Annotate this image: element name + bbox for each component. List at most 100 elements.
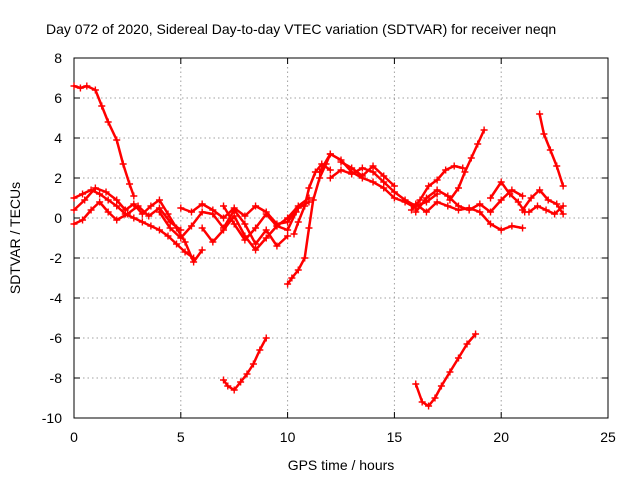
- data-point: [147, 202, 155, 210]
- data-point: [487, 220, 495, 228]
- data-point: [284, 280, 292, 288]
- data-point: [431, 394, 439, 402]
- data-point: [305, 224, 313, 232]
- data-point: [164, 232, 172, 240]
- data-point: [83, 82, 91, 90]
- data-point: [461, 168, 469, 176]
- data-point: [76, 84, 84, 92]
- data-point: [487, 208, 495, 216]
- data-point: [380, 172, 388, 180]
- data-point: [155, 226, 163, 234]
- data-point: [316, 168, 324, 176]
- data-point: [262, 210, 270, 218]
- data-point: [123, 210, 131, 218]
- y-tick-label: -2: [50, 250, 63, 266]
- series-track-14: [220, 334, 270, 394]
- data-point: [401, 196, 409, 204]
- data-point: [369, 162, 377, 170]
- series-track-16: [407, 162, 467, 214]
- series-track-15: [412, 330, 480, 410]
- data-point: [527, 194, 535, 202]
- y-tick-label: -10: [42, 410, 62, 426]
- data-point: [284, 232, 292, 240]
- data-point: [230, 204, 238, 212]
- data-point: [472, 330, 480, 338]
- data-point: [177, 234, 185, 242]
- x-tick-label: 20: [493, 429, 509, 445]
- data-point: [559, 210, 567, 218]
- data-point: [138, 210, 146, 218]
- x-tick-label: 25: [600, 429, 616, 445]
- x-tick-label: 10: [280, 429, 296, 445]
- series-line: [448, 128, 486, 202]
- data-point: [358, 164, 366, 172]
- x-tick-label: 0: [70, 429, 78, 445]
- data-point: [337, 158, 345, 166]
- data-point: [412, 200, 420, 208]
- y-tick-label: -8: [50, 370, 63, 386]
- data-point: [540, 130, 548, 138]
- series-track-07: [198, 208, 300, 254]
- data-point: [130, 192, 138, 200]
- x-axis-label: GPS time / hours: [288, 457, 395, 473]
- series-track-21: [536, 110, 567, 190]
- data-point: [422, 194, 430, 202]
- data-point: [442, 166, 450, 174]
- data-point: [551, 210, 559, 218]
- y-axis-label: SDTVAR / TECUs: [7, 182, 23, 294]
- data-point: [252, 246, 260, 254]
- data-point: [476, 208, 484, 216]
- data-point: [294, 202, 302, 210]
- data-point: [273, 242, 281, 250]
- data-point: [177, 204, 185, 212]
- data-point: [262, 234, 270, 242]
- data-point: [446, 368, 454, 376]
- data-point: [198, 200, 206, 208]
- data-point: [407, 206, 415, 214]
- series-track-01: [70, 82, 138, 200]
- data-point: [309, 196, 317, 204]
- y-tick-labels: 8 6 4 2 0 -2 -4 -6 -8 -10: [42, 50, 62, 426]
- series-line: [222, 336, 268, 392]
- data-point: [102, 188, 110, 196]
- data-point: [126, 180, 134, 188]
- data-point: [454, 184, 462, 192]
- data-point: [113, 196, 121, 204]
- data-point: [519, 224, 527, 232]
- y-tick-label: -4: [50, 290, 63, 306]
- data-point: [70, 206, 78, 214]
- data-point: [273, 222, 281, 230]
- data-point: [474, 140, 482, 148]
- data-point: [262, 226, 270, 234]
- data-point: [337, 166, 345, 174]
- gridlines: [74, 58, 608, 418]
- y-tick-label: 0: [54, 210, 62, 226]
- data-point: [166, 224, 174, 232]
- series-track-19: [412, 198, 527, 234]
- data-point: [164, 210, 172, 218]
- data-point: [187, 208, 195, 216]
- data-point: [220, 376, 228, 384]
- data-point: [553, 162, 561, 170]
- series-track-22: [519, 186, 567, 218]
- data-point: [519, 206, 527, 214]
- data-point: [249, 360, 257, 368]
- data-point: [252, 224, 260, 232]
- data-point: [487, 194, 495, 202]
- data-point: [390, 194, 398, 202]
- data-point: [454, 354, 462, 362]
- data-point: [70, 194, 78, 202]
- data-point: [113, 136, 121, 144]
- y-tick-label: 6: [54, 90, 62, 106]
- data-point: [444, 202, 452, 210]
- data-point: [230, 212, 238, 220]
- data-point: [305, 184, 313, 192]
- series-line: [318, 152, 418, 210]
- data-point: [536, 110, 544, 118]
- data-point: [181, 238, 189, 246]
- data-point: [284, 214, 292, 222]
- data-point: [81, 196, 89, 204]
- data-point: [241, 220, 249, 228]
- data-point: [534, 202, 542, 210]
- data-point: [553, 200, 561, 208]
